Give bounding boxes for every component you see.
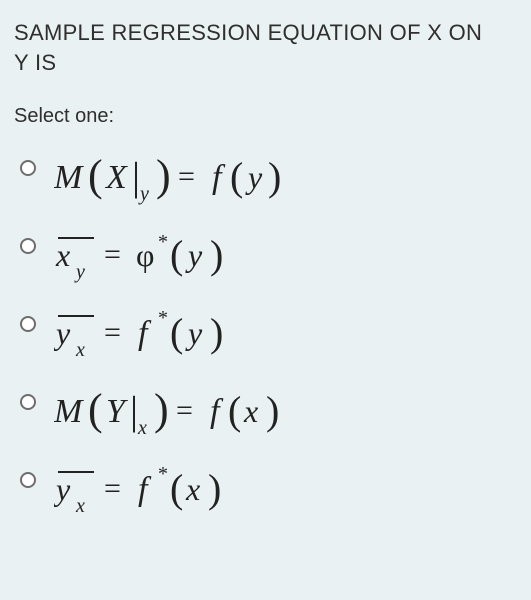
svg-text:(: ( bbox=[170, 310, 183, 355]
svg-text:y: y bbox=[54, 471, 71, 507]
option-3[interactable]: y x = f * ( y ) bbox=[14, 298, 517, 370]
question-text: SAMPLE REGRESSION EQUATION OF X ON Y IS bbox=[14, 18, 517, 77]
svg-text:): ) bbox=[154, 385, 169, 434]
svg-text:x: x bbox=[55, 237, 70, 273]
svg-text:X: X bbox=[104, 159, 128, 196]
svg-text:f: f bbox=[212, 159, 226, 196]
svg-text:(: ( bbox=[170, 466, 183, 511]
question-line-1: SAMPLE REGRESSION EQUATION OF X ON bbox=[14, 20, 482, 45]
svg-text:f: f bbox=[210, 393, 224, 430]
svg-text:f: f bbox=[138, 471, 152, 508]
option-2-formula: x y = φ * ( y ) bbox=[54, 224, 517, 288]
svg-text:(: ( bbox=[88, 385, 103, 434]
svg-text:=: = bbox=[104, 316, 121, 349]
select-one-prompt: Select one: bbox=[14, 105, 517, 128]
svg-text:x: x bbox=[137, 417, 147, 439]
svg-text:): ) bbox=[208, 466, 221, 511]
svg-text:*: * bbox=[158, 463, 168, 485]
svg-text:y: y bbox=[74, 261, 85, 283]
svg-text:x: x bbox=[75, 495, 85, 517]
option-1[interactable]: M ( X | y ) = f ( y ) bbox=[14, 142, 517, 214]
option-3-formula: y x = f * ( y ) bbox=[54, 302, 517, 366]
svg-text:(: ( bbox=[170, 232, 183, 277]
svg-text:=: = bbox=[178, 160, 195, 193]
svg-text:M: M bbox=[54, 159, 84, 196]
options-list: M ( X | y ) = f ( y ) bbox=[14, 142, 517, 526]
radio-icon[interactable] bbox=[20, 316, 36, 332]
option-4[interactable]: M ( Y | x ) = f ( x ) bbox=[14, 376, 517, 448]
svg-text:(: ( bbox=[230, 154, 243, 199]
svg-text:x: x bbox=[185, 471, 200, 507]
svg-text:y: y bbox=[245, 159, 263, 195]
svg-text:Y: Y bbox=[106, 393, 128, 430]
svg-text:y: y bbox=[54, 315, 71, 351]
svg-text:f: f bbox=[138, 315, 152, 352]
svg-text:=: = bbox=[104, 238, 121, 271]
question-line-2: Y IS bbox=[14, 50, 56, 75]
option-4-formula: M ( Y | x ) = f ( x ) bbox=[54, 380, 517, 444]
option-5-formula: y x = f * ( x ) bbox=[54, 458, 517, 522]
radio-icon[interactable] bbox=[20, 160, 36, 176]
svg-text:x: x bbox=[75, 339, 85, 361]
option-5[interactable]: y x = f * ( x ) bbox=[14, 454, 517, 526]
radio-icon[interactable] bbox=[20, 472, 36, 488]
svg-text:|: | bbox=[132, 154, 140, 199]
svg-text:y: y bbox=[185, 315, 203, 351]
svg-text:(: ( bbox=[228, 388, 241, 433]
svg-text:y: y bbox=[138, 183, 149, 205]
svg-text:*: * bbox=[158, 307, 168, 329]
radio-icon[interactable] bbox=[20, 394, 36, 410]
svg-text:=: = bbox=[176, 394, 193, 427]
svg-text:φ: φ bbox=[136, 237, 154, 273]
radio-icon[interactable] bbox=[20, 238, 36, 254]
svg-text:y: y bbox=[185, 237, 203, 273]
svg-text:): ) bbox=[268, 154, 281, 199]
svg-text:): ) bbox=[156, 151, 171, 200]
svg-text:=: = bbox=[104, 472, 121, 505]
svg-text:|: | bbox=[130, 388, 138, 433]
svg-text:): ) bbox=[210, 232, 223, 277]
svg-text:x: x bbox=[243, 393, 258, 429]
svg-text:(: ( bbox=[88, 151, 103, 200]
svg-text:): ) bbox=[210, 310, 223, 355]
svg-text:): ) bbox=[266, 388, 279, 433]
svg-text:M: M bbox=[54, 393, 84, 430]
option-1-formula: M ( X | y ) = f ( y ) bbox=[54, 146, 517, 210]
svg-text:*: * bbox=[158, 231, 168, 253]
option-2[interactable]: x y = φ * ( y ) bbox=[14, 220, 517, 292]
